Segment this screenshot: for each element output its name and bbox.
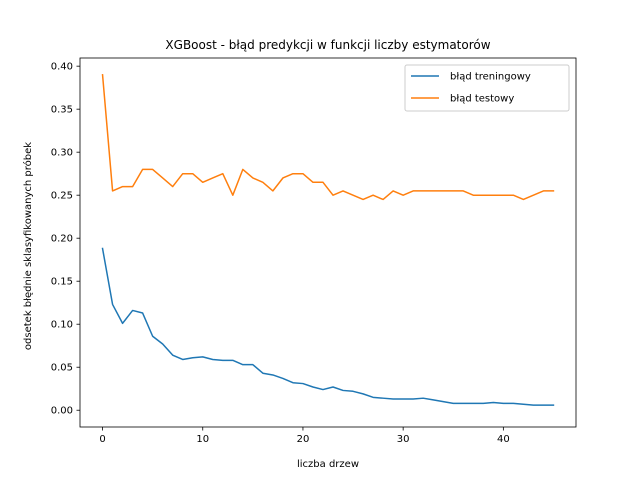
x-tick-label: 30 xyxy=(397,434,410,445)
y-tick-label: 0.10 xyxy=(51,320,73,331)
y-tick-label: 0.20 xyxy=(51,234,73,245)
plot-frame xyxy=(79,57,577,428)
legend-label-0: błąd treningowy xyxy=(450,72,531,83)
y-tick-label: 0.30 xyxy=(51,148,73,159)
series-line-0 xyxy=(101,247,555,406)
chart-title: XGBoost - błąd predykcji w funkcji liczb… xyxy=(165,38,490,52)
legend: błąd treningowy błąd testowy xyxy=(404,64,570,112)
y-tick-label: 0.15 xyxy=(51,277,73,288)
x-tick-label: 0 xyxy=(99,434,105,445)
y-tick-label: 0.35 xyxy=(51,105,73,116)
x-tick-label: 20 xyxy=(297,434,310,445)
x-tick-label: 10 xyxy=(196,434,209,445)
x-axis-title: liczba drzew xyxy=(297,459,359,470)
series-line-1 xyxy=(101,73,555,201)
y-tick-label: 0.40 xyxy=(51,62,73,73)
y-tick-label: 0.05 xyxy=(51,363,73,374)
y-tick-label: 0.00 xyxy=(51,406,73,417)
plot-area: 0 10 20 30 40 0.00 0.05 0.10 0.15 0.20 0.25 0.30 0.3… xyxy=(51,57,577,445)
x-tick-label: 40 xyxy=(497,434,510,445)
legend-box xyxy=(404,64,570,112)
y-tick-label: 0.25 xyxy=(51,191,73,202)
legend-label-1: błąd testowy xyxy=(450,94,514,105)
y-axis-title: odsetek błędnie sklasyfikowanych próbek xyxy=(22,142,34,350)
